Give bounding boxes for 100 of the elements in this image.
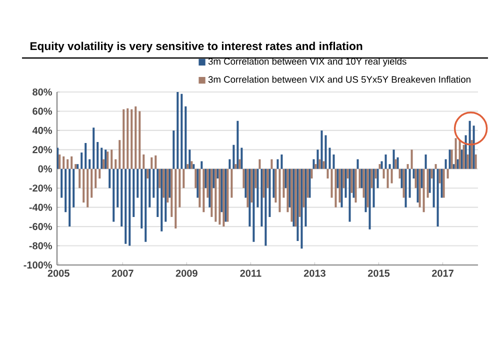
- bar: [260, 168, 263, 227]
- x-tick-label: 2015: [368, 270, 390, 277]
- bar: [286, 168, 289, 212]
- bar: [98, 168, 101, 179]
- y-tick-label: 60%: [32, 108, 52, 115]
- bar: [330, 168, 333, 198]
- bar: [312, 159, 315, 169]
- bar: [208, 168, 211, 208]
- bar: [354, 168, 357, 203]
- bar: [332, 154, 335, 169]
- bar: [182, 168, 185, 188]
- bar: [280, 154, 283, 169]
- bar: [344, 168, 347, 198]
- bar: [412, 168, 415, 179]
- y-tick-label: 40%: [32, 126, 52, 134]
- bar: [202, 168, 205, 212]
- bar: [172, 130, 175, 169]
- bar: [300, 168, 303, 249]
- bar: [228, 159, 231, 169]
- bar: [438, 168, 441, 184]
- bar: [432, 168, 435, 208]
- bar: [456, 159, 459, 169]
- bar: [170, 168, 173, 217]
- bar: [154, 155, 157, 169]
- bar: [178, 168, 181, 208]
- bar: [356, 159, 359, 169]
- bar: [62, 156, 65, 169]
- bar: [88, 159, 91, 169]
- bar: [388, 164, 391, 169]
- bar: [156, 168, 159, 217]
- bar: [180, 94, 183, 169]
- bar: [296, 168, 299, 241]
- bar: [140, 168, 143, 228]
- bar: [246, 168, 249, 208]
- bar: [310, 168, 313, 179]
- bar: [164, 168, 167, 222]
- bar: [100, 148, 103, 169]
- bar: [240, 148, 243, 169]
- bar: [194, 168, 197, 188]
- bar: [472, 126, 475, 169]
- y-tick-label: -100%: [24, 261, 52, 269]
- x-tick-label: 2013: [304, 270, 326, 277]
- bar: [362, 168, 365, 198]
- y-tick-label: -20%: [29, 184, 52, 192]
- bar: [268, 168, 271, 217]
- bar: [338, 168, 341, 203]
- bar: [158, 168, 161, 188]
- bar: [256, 168, 259, 208]
- bar: [66, 159, 69, 169]
- bar: [392, 150, 395, 169]
- bar: [468, 120, 471, 169]
- bar: [150, 157, 153, 169]
- bar: [386, 168, 389, 188]
- bar: [370, 168, 373, 188]
- bar: [232, 144, 235, 169]
- bar: [400, 168, 403, 188]
- bar: [254, 168, 257, 188]
- bar: [380, 161, 383, 169]
- bar: [372, 168, 375, 208]
- bar: [378, 164, 381, 169]
- bar: [234, 164, 237, 169]
- bar: [136, 168, 139, 198]
- bar: [90, 168, 93, 198]
- bar: [242, 168, 245, 188]
- bar: [406, 164, 409, 169]
- bar: [348, 168, 351, 222]
- bar: [458, 140, 461, 169]
- bar: [250, 168, 253, 203]
- bar: [192, 164, 195, 169]
- bar: [112, 168, 115, 222]
- bar: [474, 154, 477, 169]
- bar: [266, 168, 269, 188]
- bar: [72, 168, 75, 208]
- bar: [96, 142, 99, 169]
- bar: [162, 168, 165, 198]
- bar: [320, 130, 323, 169]
- bar: [342, 168, 345, 188]
- y-tick-label: 0%: [38, 165, 52, 172]
- bar: [144, 168, 147, 242]
- bar: [60, 168, 63, 198]
- bar: [214, 168, 217, 222]
- bar: [424, 154, 427, 169]
- bar: [148, 168, 151, 208]
- y-tick-label: -60%: [29, 223, 52, 230]
- bar: [426, 168, 429, 198]
- bar: [418, 168, 421, 208]
- bar: [258, 159, 261, 169]
- bar: [152, 168, 155, 198]
- x-tick-label: 2005: [48, 270, 70, 277]
- bar: [236, 120, 239, 169]
- bar: [278, 168, 281, 212]
- bar: [368, 168, 371, 230]
- bar: [324, 135, 327, 169]
- bar: [284, 168, 287, 188]
- x-tick-label: 2009: [176, 270, 198, 277]
- bar: [114, 159, 117, 169]
- bar: [184, 106, 187, 169]
- bar: [58, 154, 61, 169]
- bar: [186, 164, 189, 169]
- bar: [84, 142, 87, 169]
